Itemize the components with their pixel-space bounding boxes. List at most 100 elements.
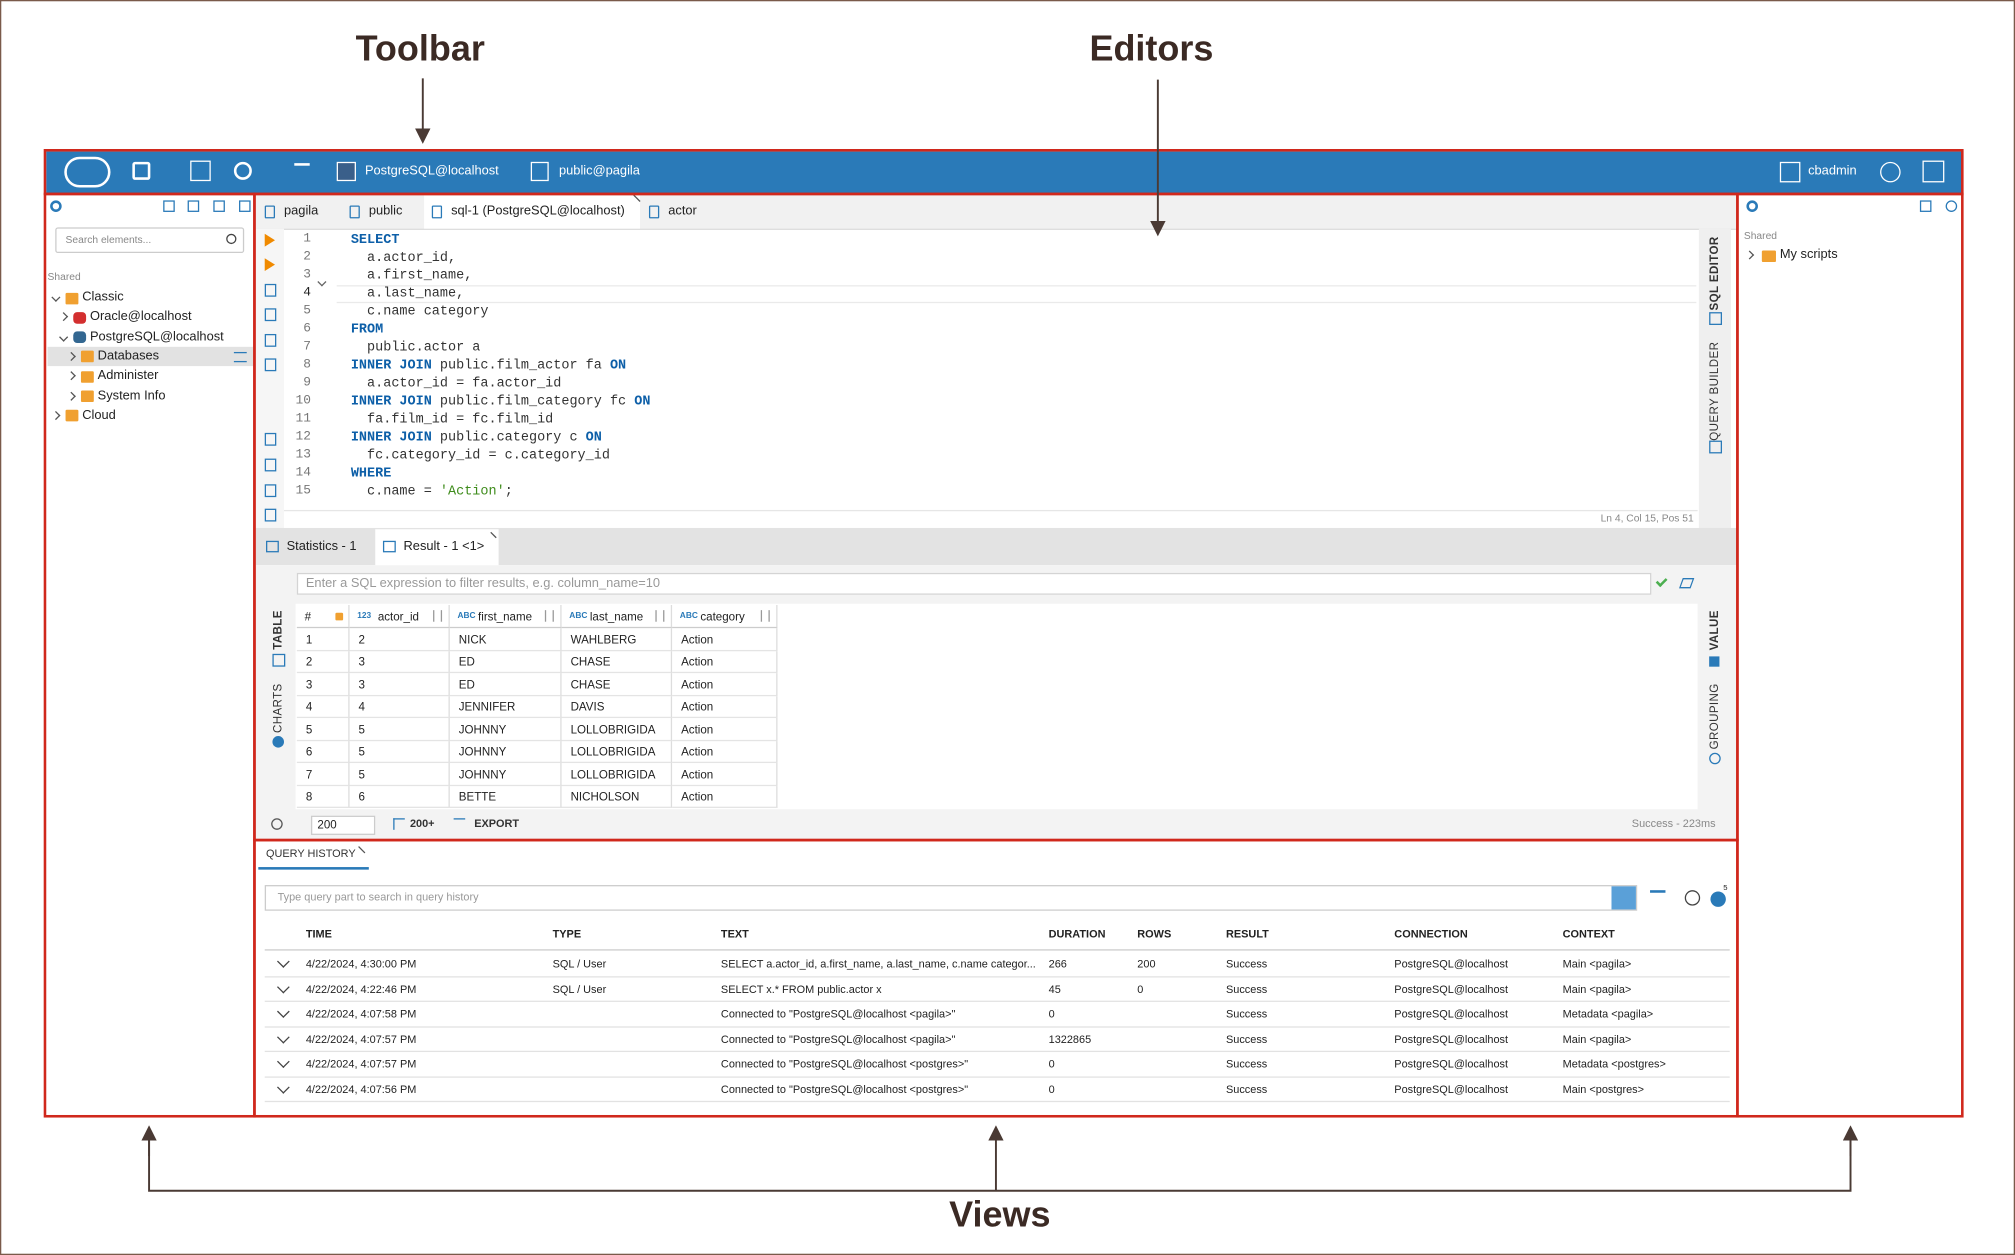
- new-button[interactable]: [132, 161, 151, 180]
- result-tab[interactable]: Result - 1 <1>: [403, 539, 485, 554]
- gutter-action[interactable]: [264, 508, 277, 522]
- gutter-action[interactable]: [264, 258, 277, 272]
- query-button[interactable]: [233, 161, 252, 180]
- history-row[interactable]: [264, 1077, 1730, 1103]
- side-tab[interactable]: TABLE: [271, 610, 285, 650]
- history-row[interactable]: [264, 977, 1730, 1002]
- help-button[interactable]: [1880, 161, 1901, 183]
- gutter-action[interactable]: [264, 432, 277, 446]
- tree-item[interactable]: System Info: [97, 388, 166, 403]
- navigator-action[interactable]: [213, 200, 225, 212]
- tree-icon: [73, 311, 87, 324]
- cell-value: JENNIFER: [458, 700, 516, 714]
- cell-value: NICHOLSON: [570, 790, 640, 804]
- side-tab[interactable]: CHARTS: [271, 683, 285, 734]
- tree-item[interactable]: Classic: [82, 290, 124, 305]
- lock-icon: [335, 612, 344, 621]
- gutter-action[interactable]: [264, 484, 277, 498]
- code-text: c.name =: [350, 484, 440, 500]
- refresh-button[interactable]: [1684, 890, 1701, 906]
- gutter-action[interactable]: [264, 458, 277, 472]
- side-tab[interactable]: GROUPING: [1707, 683, 1721, 750]
- history-column: RESULT: [1225, 927, 1269, 941]
- history-row[interactable]: [264, 1002, 1730, 1027]
- user-icon[interactable]: [1779, 161, 1801, 183]
- history-row[interactable]: [264, 1052, 1730, 1078]
- navigator-action[interactable]: [239, 200, 251, 212]
- gutter-action[interactable]: [264, 308, 277, 322]
- side-tab-icon: [1709, 752, 1721, 765]
- export-icon[interactable]: [453, 818, 466, 830]
- cell-value: WAHLBERG: [570, 632, 637, 646]
- tree-item[interactable]: Oracle@localhost: [89, 309, 192, 325]
- history-cell: PostgreSQL@localhost: [1394, 1007, 1509, 1020]
- settings-icon[interactable]: [1746, 200, 1758, 212]
- cell-value: ED: [458, 677, 475, 691]
- editor-tab[interactable]: sql-1 (PostgreSQL@localhost): [451, 204, 625, 219]
- tree-item[interactable]: Administer: [97, 368, 159, 384]
- fetch-icon[interactable]: [393, 818, 405, 830]
- tree-item[interactable]: Cloud: [82, 408, 116, 423]
- line-number: 14: [295, 466, 311, 481]
- tree-item[interactable]: Databases: [97, 349, 160, 364]
- history-row[interactable]: [264, 1027, 1730, 1053]
- sql-button[interactable]: [190, 160, 211, 182]
- navigator-action[interactable]: [187, 200, 200, 212]
- scripts-action[interactable]: [1945, 200, 1958, 212]
- tree-item[interactable]: My scripts: [1779, 247, 1838, 263]
- history-cell: Metadata <postgres>: [1562, 1057, 1666, 1071]
- table-cell[interactable]: [296, 763, 350, 786]
- cursor-position: Ln 4, Col 15, Pos 51: [1600, 513, 1694, 525]
- history-cell: PostgreSQL@localhost: [1394, 1032, 1509, 1046]
- history-cell: SELECT x.* FROM public.actor x: [720, 982, 882, 995]
- settings-button[interactable]: [1922, 160, 1945, 183]
- history-cell: 0: [1048, 1057, 1055, 1071]
- side-tab[interactable]: VALUE: [1707, 610, 1721, 651]
- connection-selector[interactable]: PostgreSQL@localhost: [364, 164, 499, 179]
- table-cell[interactable]: [296, 628, 350, 651]
- table-cell[interactable]: [296, 695, 350, 719]
- tree-icon: [1761, 249, 1776, 262]
- cell-value: JOHNNY: [458, 767, 507, 781]
- table-cell[interactable]: [296, 740, 350, 764]
- result-tab[interactable]: Statistics - 1: [286, 539, 357, 554]
- gutter-action[interactable]: [264, 333, 277, 347]
- history-cell: Connected to "PostgreSQL@localhost <pagi…: [720, 1007, 956, 1020]
- table-cell[interactable]: [296, 718, 350, 741]
- export-button[interactable]: EXPORT: [474, 817, 520, 830]
- panel-tab[interactable]: QUERY HISTORY: [266, 846, 356, 860]
- history-cell: Connected to "PostgreSQL@localhost <post…: [720, 1057, 969, 1071]
- settings-icon[interactable]: [50, 200, 62, 212]
- tree-icon: [80, 370, 94, 383]
- table-cell[interactable]: [296, 785, 350, 808]
- search-placeholder: Search elements...: [65, 234, 152, 246]
- text-button[interactable]: [294, 163, 310, 166]
- side-tab[interactable]: QUERY BUILDER: [1707, 341, 1721, 441]
- editor-tab[interactable]: pagila: [284, 204, 319, 219]
- user-name[interactable]: cbadmin: [1808, 164, 1857, 179]
- logo[interactable]: [64, 156, 111, 188]
- fetch-more[interactable]: 200+: [409, 817, 435, 830]
- navigator-action[interactable]: [163, 200, 175, 212]
- history-cell: Main <pagila>: [1562, 957, 1632, 970]
- gutter-action[interactable]: [264, 233, 277, 247]
- editor-tab[interactable]: public: [368, 204, 403, 219]
- history-cell: Main <postgres>: [1562, 1082, 1645, 1096]
- line-number: 12: [295, 430, 311, 445]
- search-button[interactable]: [1611, 886, 1636, 910]
- tree-item[interactable]: PostgreSQL@localhost: [89, 329, 224, 344]
- gutter-action[interactable]: [264, 358, 277, 372]
- table-cell[interactable]: [296, 650, 350, 674]
- side-tab[interactable]: SQL EDITOR: [1707, 236, 1721, 311]
- code-keyword: ON: [609, 358, 627, 374]
- code-text: public.actor a: [350, 340, 481, 356]
- editor-tab[interactable]: actor: [668, 204, 697, 219]
- code-line: fc.category_id = c.category_id: [351, 447, 610, 465]
- code-keyword: INNER JOIN: [350, 430, 432, 446]
- table-cell[interactable]: [296, 673, 350, 696]
- schema-selector[interactable]: public@pagila: [559, 164, 640, 179]
- gutter-action[interactable]: [264, 283, 277, 297]
- filter-button[interactable]: [1650, 890, 1666, 904]
- scripts-action[interactable]: [1919, 200, 1932, 212]
- refresh-button[interactable]: [271, 818, 283, 830]
